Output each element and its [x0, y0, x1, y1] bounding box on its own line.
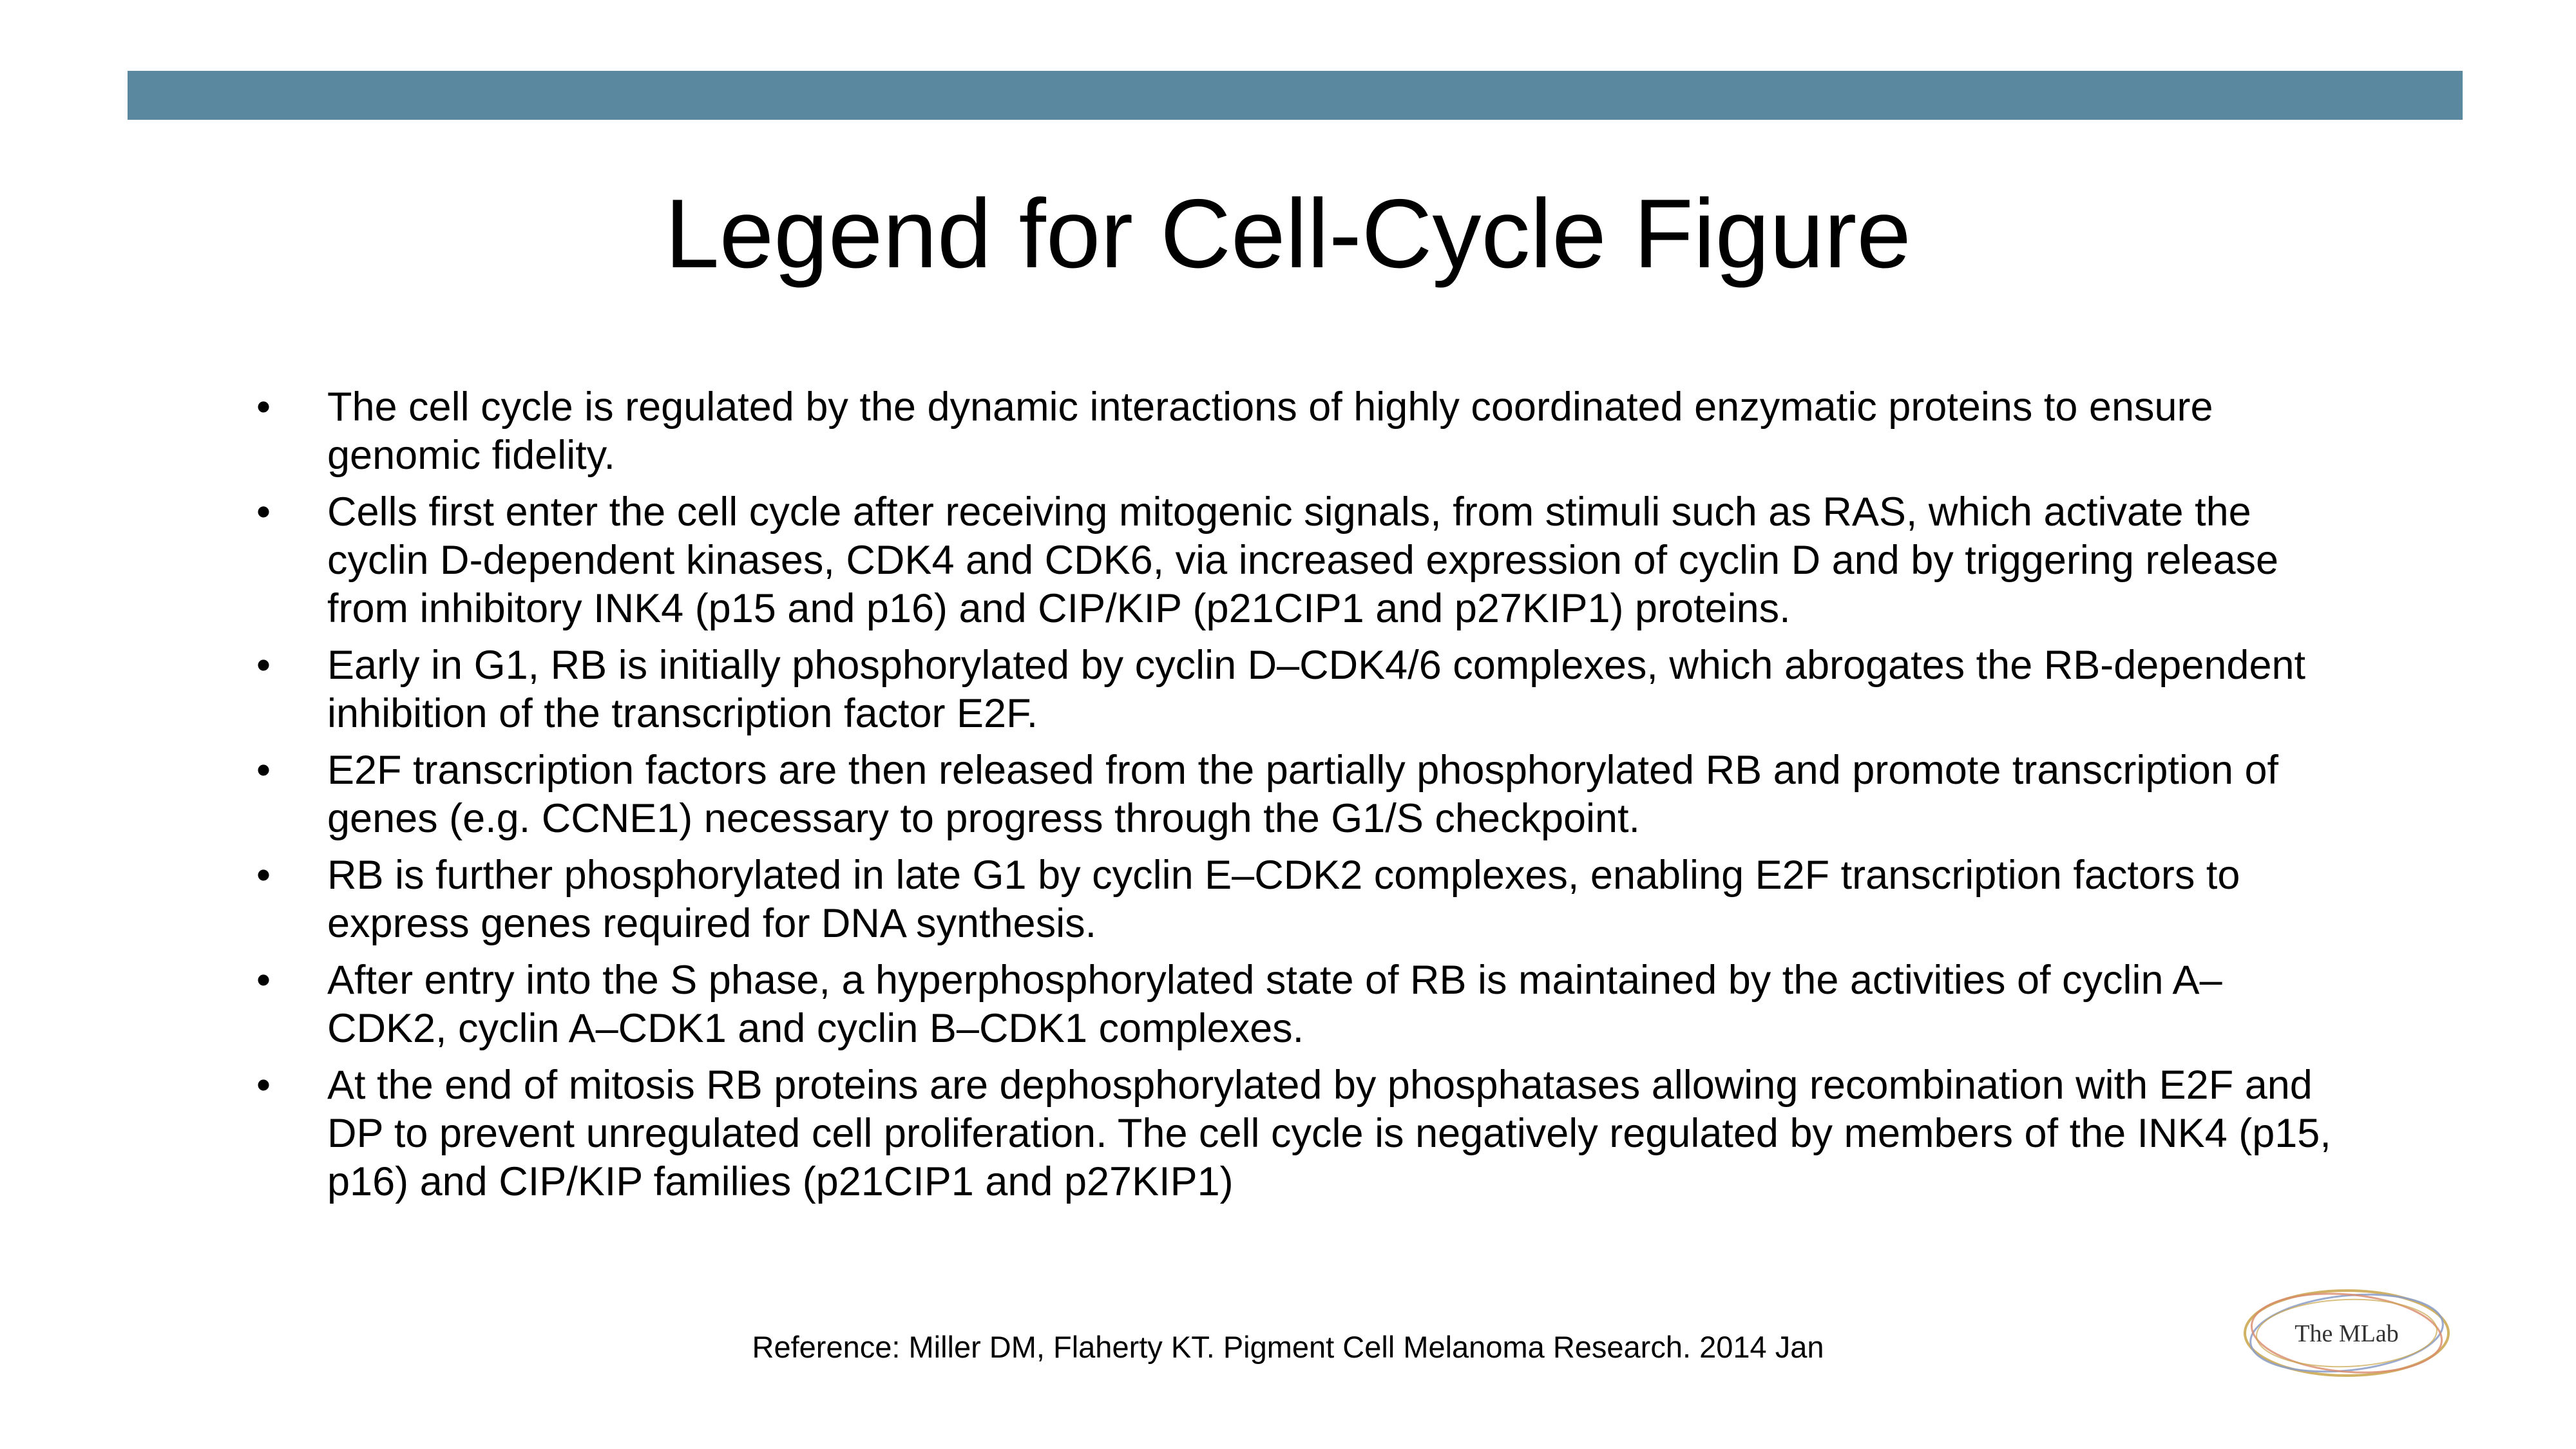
bullet-text: Early in G1, RB is initially phosphoryla…: [327, 643, 2306, 736]
bullet-marker: •: [256, 748, 271, 793]
bullet-item-6: • After entry into the S phase, a hyperp…: [0, 956, 2576, 1053]
bullet-text: The cell cycle is regulated by the dynam…: [327, 384, 2213, 478]
bullet-item-3: • Early in G1, RB is initially phosphory…: [0, 641, 2576, 738]
logo-ring-tilted-1: [2249, 1293, 2444, 1373]
bullet-list: • The cell cycle is regulated by the dyn…: [0, 383, 2576, 1215]
bullet-item-5: • RB is further phosphorylated in late G…: [0, 851, 2576, 948]
bullet-marker: •: [256, 643, 271, 688]
bullet-item-2: • Cells first enter the cell cycle after…: [0, 488, 2576, 633]
bullet-text: After entry into the S phase, a hyperpho…: [327, 958, 2222, 1051]
header-accent-bar: [128, 71, 2463, 120]
logo-ring-inner: [2256, 1298, 2438, 1368]
bullet-marker: •: [256, 853, 271, 898]
bullet-text: At the end of mitosis RB proteins are de…: [327, 1063, 2331, 1204]
bullet-item-7: • At the end of mitosis RB proteins are …: [0, 1061, 2576, 1206]
bullet-text: E2F transcription factors are then relea…: [327, 748, 2279, 841]
bullet-marker: •: [256, 958, 271, 1003]
reference-citation: Reference: Miller DM, Flaherty KT. Pigme…: [752, 1330, 1824, 1364]
mlab-logo-icon: The MLab: [2244, 1289, 2450, 1377]
slide-title: Legend for Cell-Cycle Figure: [665, 179, 1911, 289]
bullet-marker: •: [256, 384, 271, 430]
bullet-item-4: • E2F transcription factors are then rel…: [0, 746, 2576, 843]
logo-text: The MLab: [2295, 1320, 2398, 1347]
bullet-marker: •: [256, 1063, 271, 1108]
logo-ring-outer: [2244, 1289, 2450, 1377]
logo-ring-tilted-2: [2250, 1293, 2443, 1374]
bullet-item-1: • The cell cycle is regulated by the dyn…: [0, 383, 2576, 480]
bullet-text: Cells first enter the cell cycle after r…: [327, 489, 2279, 631]
bullet-marker: •: [256, 489, 271, 535]
bullet-text: RB is further phosphorylated in late G1 …: [327, 853, 2240, 946]
